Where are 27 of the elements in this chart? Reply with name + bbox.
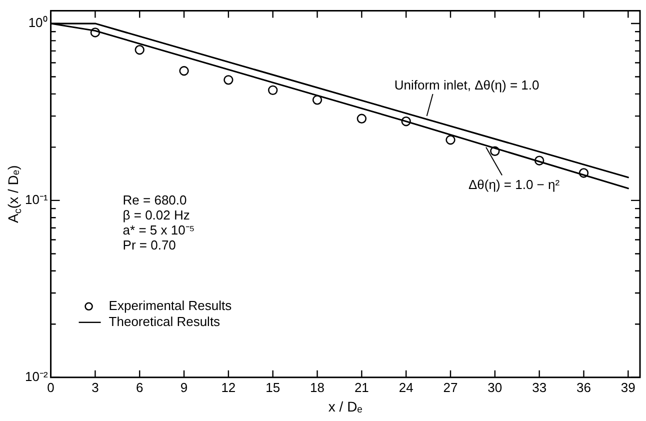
- x-tick-label: 39: [620, 380, 636, 395]
- annotation: a* = 5 x 10⁻⁵: [122, 222, 195, 238]
- y-axis-title: Ac(x / Dₑ): [4, 165, 24, 223]
- x-tick-label: 12: [221, 380, 236, 395]
- x-tick-label: 9: [180, 380, 188, 395]
- x-axis-title: x / Dₑ: [328, 398, 362, 414]
- legend-label: Theoretical Results: [108, 314, 221, 329]
- x-tick-label: 36: [576, 380, 591, 395]
- annotation: β = 0.02 Hz: [122, 207, 190, 222]
- x-tick-label: 6: [136, 380, 144, 395]
- legend-label: Experimental Results: [108, 298, 232, 313]
- x-tick-label: 30: [488, 380, 502, 395]
- y-tick-label: 10⁻²: [24, 368, 48, 384]
- annotation: Re = 680.0: [122, 192, 187, 208]
- x-tick-label: 27: [443, 380, 458, 395]
- x-tick-label: 3: [92, 380, 99, 395]
- x-tick-label: 21: [354, 380, 369, 395]
- annotation: Pr = 0.70: [122, 237, 176, 252]
- x-tick-label: 24: [398, 380, 414, 395]
- y-tick-label: 10⁰: [28, 15, 48, 30]
- x-tick-label: 18: [310, 380, 324, 395]
- y-tick-label: 10⁻¹: [24, 192, 48, 208]
- annotation: Δθ(η) = 1.0 − η²: [468, 176, 560, 192]
- x-tick-label: 33: [532, 380, 547, 395]
- annotation: Uniform inlet, Δθ(η) = 1.0: [394, 78, 540, 93]
- x-tick-label: 15: [266, 380, 280, 395]
- x-tick-label: 0: [47, 380, 54, 395]
